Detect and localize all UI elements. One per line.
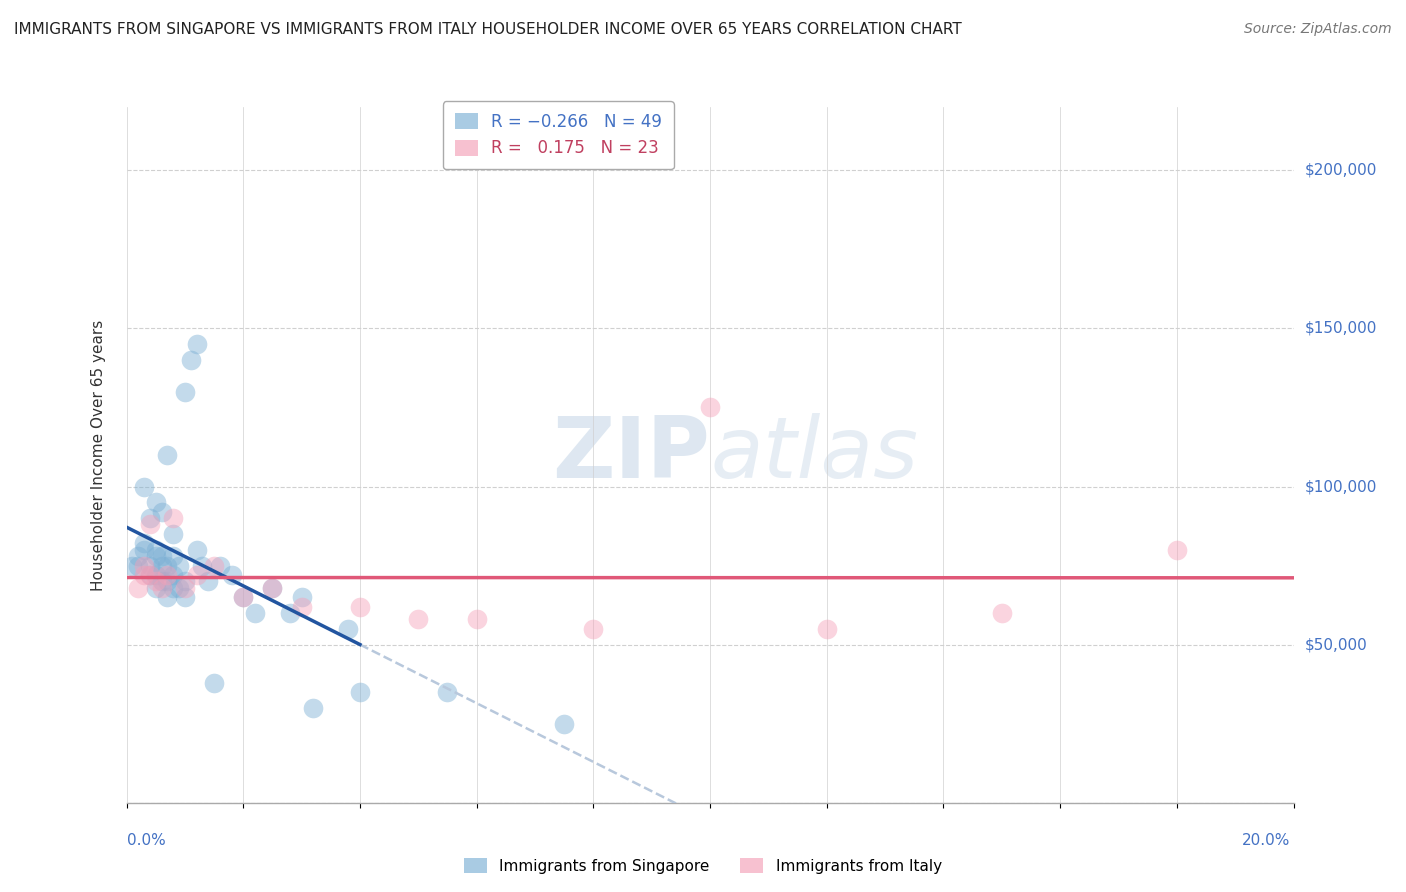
Point — [150, 581, 173, 595]
Point — [132, 558, 155, 573]
Point — [139, 558, 162, 573]
Point — [349, 685, 371, 699]
Point — [145, 568, 167, 582]
Point — [145, 495, 167, 509]
Point — [162, 581, 184, 595]
Point — [167, 581, 190, 595]
Point — [436, 685, 458, 699]
Point — [156, 558, 179, 573]
Point — [139, 568, 162, 582]
Point — [465, 612, 488, 626]
Point — [1166, 542, 1188, 557]
Point — [132, 542, 155, 557]
Point — [290, 599, 312, 614]
Point — [156, 448, 179, 462]
Point — [262, 581, 284, 595]
Point — [127, 549, 149, 563]
Point — [186, 542, 208, 557]
Point — [145, 549, 167, 563]
Point — [232, 591, 254, 605]
Point — [408, 612, 430, 626]
Point — [174, 581, 197, 595]
Point — [582, 622, 605, 636]
Text: ZIP: ZIP — [553, 413, 710, 497]
Point — [699, 401, 721, 415]
Point — [162, 549, 184, 563]
Point — [156, 591, 179, 605]
Text: $100,000: $100,000 — [1305, 479, 1376, 494]
Point — [162, 511, 184, 525]
Point — [139, 517, 162, 532]
Point — [290, 591, 312, 605]
Point — [132, 536, 155, 550]
Point — [132, 568, 155, 582]
Text: Source: ZipAtlas.com: Source: ZipAtlas.com — [1244, 22, 1392, 37]
Text: $150,000: $150,000 — [1305, 321, 1376, 336]
Point — [150, 549, 173, 563]
Point — [127, 558, 149, 573]
Point — [145, 542, 167, 557]
Point — [132, 479, 155, 493]
Point — [156, 568, 179, 582]
Point — [139, 568, 162, 582]
Point — [349, 599, 371, 614]
Point — [174, 384, 197, 399]
Legend: R = −0.266   N = 49, R =   0.175   N = 23: R = −0.266 N = 49, R = 0.175 N = 23 — [443, 102, 673, 169]
Point — [186, 337, 208, 351]
Text: atlas: atlas — [710, 413, 918, 497]
Point — [150, 574, 173, 589]
Point — [127, 581, 149, 595]
Point — [121, 558, 143, 573]
Point — [167, 558, 190, 573]
Point — [156, 574, 179, 589]
Point — [180, 353, 202, 368]
Text: IMMIGRANTS FROM SINGAPORE VS IMMIGRANTS FROM ITALY HOUSEHOLDER INCOME OVER 65 YE: IMMIGRANTS FROM SINGAPORE VS IMMIGRANTS … — [14, 22, 962, 37]
Point — [174, 574, 197, 589]
Point — [815, 622, 838, 636]
Text: $200,000: $200,000 — [1305, 163, 1376, 178]
Point — [139, 511, 162, 525]
Point — [553, 716, 575, 731]
Point — [145, 581, 167, 595]
Text: 0.0%: 0.0% — [127, 833, 166, 847]
Y-axis label: Householder Income Over 65 years: Householder Income Over 65 years — [91, 319, 105, 591]
Point — [162, 568, 184, 582]
Point — [243, 606, 266, 620]
Point — [221, 568, 243, 582]
Point — [174, 591, 197, 605]
Point — [162, 527, 184, 541]
Point — [208, 558, 231, 573]
Point — [197, 574, 219, 589]
Point — [232, 591, 254, 605]
Legend: Immigrants from Singapore, Immigrants from Italy: Immigrants from Singapore, Immigrants fr… — [458, 852, 948, 880]
Point — [150, 558, 173, 573]
Point — [278, 606, 301, 620]
Point — [337, 622, 360, 636]
Point — [150, 505, 173, 519]
Point — [990, 606, 1012, 620]
Point — [191, 558, 214, 573]
Point — [202, 675, 225, 690]
Text: $50,000: $50,000 — [1305, 637, 1368, 652]
Text: 20.0%: 20.0% — [1243, 833, 1291, 847]
Point — [202, 558, 225, 573]
Point — [186, 568, 208, 582]
Point — [262, 581, 284, 595]
Point — [302, 701, 325, 715]
Point — [145, 574, 167, 589]
